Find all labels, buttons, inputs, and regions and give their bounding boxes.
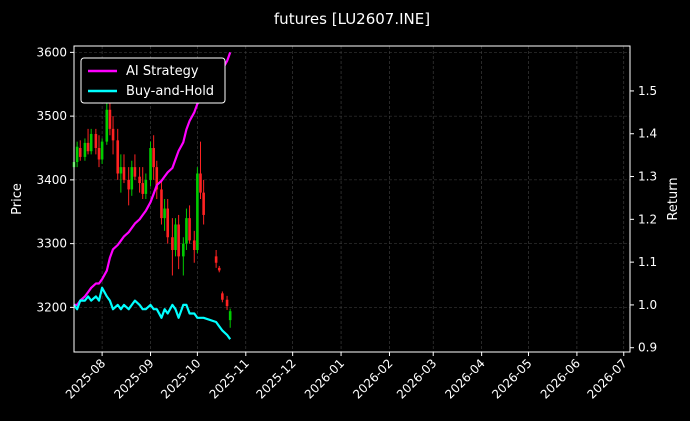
candle-body [217,267,221,271]
candle-body [221,293,224,300]
y-tick-label-right: 1.0 [638,298,657,312]
candle-body [86,142,90,152]
buy-and-hold-line [73,286,232,340]
candle-body [202,192,205,215]
candle-body [185,218,188,244]
candles [72,87,232,328]
candle-body [152,148,155,168]
candle-body [166,208,170,238]
y-axis-left: 3200 3300 3400 3500 3600 [36,45,74,314]
candle-body [105,109,109,142]
candle-body [149,148,152,180]
candle-body [127,179,130,190]
candle-body [196,173,199,250]
candle-body [138,176,141,184]
candle-body [111,128,115,141]
candle-body [174,224,177,250]
candle-body [133,167,137,177]
candle-body [155,167,159,190]
y-tick-label-left: 3400 [36,173,67,187]
candle-body [214,256,218,263]
y-axis-label-right: Return [666,177,681,220]
y-tick-label-left: 3600 [36,45,67,59]
y-tick-label-right: 1.4 [638,127,657,141]
candle-body [160,189,163,219]
candle-body [188,218,191,241]
candle-body [100,141,104,160]
y-tick-label-right: 1.2 [638,212,657,226]
legend-label-buy-and-hold: Buy-and-Hold [126,84,214,99]
y-tick-label-left: 3500 [36,109,67,123]
candle-body [130,167,134,190]
candle-body [83,142,87,157]
candle-body [78,148,82,157]
chart-title: futures [LU2607.INE] [274,10,430,28]
y-axis-label-left: Price [10,183,25,215]
candle-body [108,109,112,129]
y-tick-label-right: 1.3 [638,170,657,184]
y-tick-label-right: 0.9 [638,341,657,355]
candle-body [144,179,148,194]
y-tick-label-right: 1.1 [638,255,657,269]
y-tick-label-left: 3300 [36,237,67,251]
candle-body [75,146,79,163]
candle-body [182,243,185,257]
y-tick-label-right: 1.5 [638,84,657,98]
candle-body [122,167,126,180]
candle-body [141,183,145,194]
candle-body [116,140,120,174]
candle-body [228,311,232,321]
candle-body [97,148,101,160]
legend: AI Strategy Buy-and-Hold [80,57,226,104]
candle-body [163,208,166,219]
y-tick-label-left: 3200 [36,300,67,314]
legend-label-ai-strategy: AI Strategy [126,64,199,79]
candle-body [89,133,93,152]
candle-body [199,173,202,193]
candle-body [94,133,98,148]
candle-body [225,299,229,307]
candle-body [177,224,180,257]
plot-frame [73,45,631,353]
y-axis-right: 0.9 1.0 1.1 1.2 1.3 1.4 1.5 [630,84,657,355]
candle-body [192,240,196,250]
candle-body [119,167,123,174]
candle-body [171,237,174,250]
